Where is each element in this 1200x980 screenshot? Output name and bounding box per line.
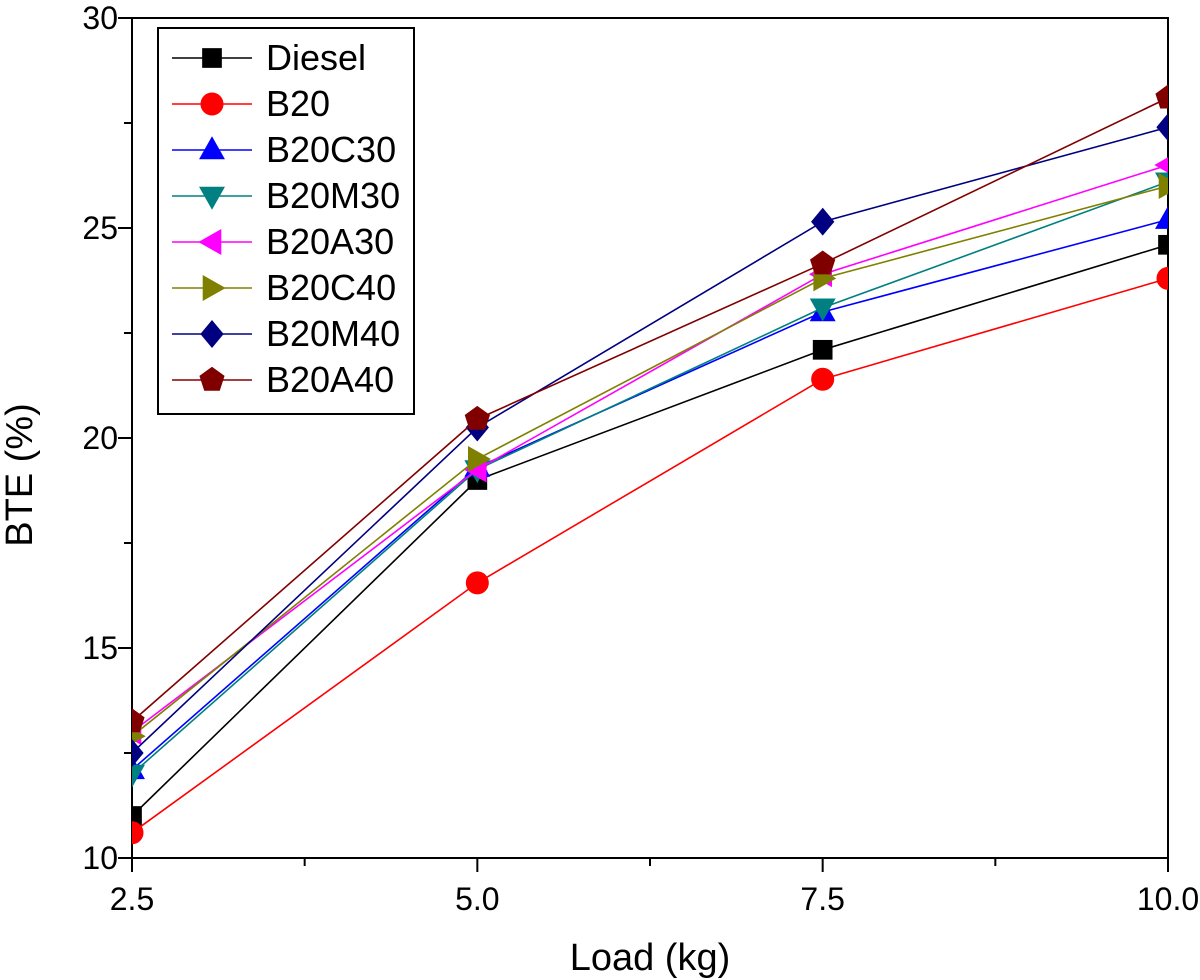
data-point bbox=[132, 739, 144, 767]
data-point bbox=[468, 446, 492, 472]
legend-label: B20M30 bbox=[266, 175, 400, 216]
legend-marker bbox=[199, 186, 225, 210]
legend-marker bbox=[202, 275, 226, 301]
data-point bbox=[812, 339, 833, 360]
legend-label: Diesel bbox=[266, 37, 366, 78]
legend-marker bbox=[202, 48, 222, 68]
data-point bbox=[811, 207, 835, 236]
series-b20 bbox=[132, 266, 1168, 845]
data-point bbox=[1154, 157, 1168, 173]
y-tick-label: 15 bbox=[82, 630, 118, 666]
series-layer bbox=[132, 84, 1168, 845]
y-tick-label: 10 bbox=[82, 840, 118, 876]
data-point bbox=[1158, 234, 1168, 255]
data-point bbox=[809, 298, 836, 322]
legend-label: B20C40 bbox=[266, 267, 396, 308]
data-point bbox=[132, 821, 144, 845]
y-tick-label: 20 bbox=[82, 420, 118, 456]
legend-box bbox=[157, 27, 415, 415]
data-point bbox=[1158, 173, 1168, 199]
y-tick-label: 30 bbox=[82, 0, 118, 36]
data-point bbox=[132, 708, 145, 733]
x-tick-label: 7.5 bbox=[800, 881, 844, 917]
x-tick-label: 2.5 bbox=[110, 881, 154, 917]
legend-marker bbox=[199, 136, 225, 160]
data-point bbox=[810, 250, 836, 275]
series-line bbox=[132, 218, 1168, 771]
legend-label: B20M40 bbox=[266, 313, 400, 354]
y-axis-title: BTE (%) bbox=[0, 403, 41, 547]
data-point bbox=[1155, 205, 1168, 229]
y-tick-label: 25 bbox=[82, 210, 118, 246]
legend-label: B20A40 bbox=[266, 359, 394, 400]
data-point bbox=[464, 405, 490, 430]
x-tick-label: 5.0 bbox=[455, 881, 499, 917]
legend-label: B20A30 bbox=[266, 221, 394, 262]
series-b20c40 bbox=[132, 173, 1168, 744]
x-axis-title: Load (kg) bbox=[570, 937, 731, 979]
legend-marker bbox=[200, 320, 224, 348]
data-point bbox=[811, 367, 835, 391]
legend-marker bbox=[199, 366, 225, 391]
data-point bbox=[465, 571, 489, 595]
axes: 2.5 5.0 7.5 10.0 10 15 20 25 30 bbox=[82, 0, 1199, 917]
series-line bbox=[132, 181, 1168, 775]
legend-label: B20 bbox=[266, 83, 330, 124]
series-line bbox=[132, 164, 1168, 733]
legend-marker bbox=[198, 229, 222, 255]
series-line bbox=[132, 185, 1168, 737]
series-b20a40 bbox=[132, 84, 1168, 733]
series-line bbox=[132, 277, 1168, 834]
series-line bbox=[132, 244, 1168, 817]
series-line bbox=[132, 126, 1168, 754]
data-point bbox=[1156, 113, 1168, 142]
legend-label: B20C30 bbox=[266, 129, 396, 170]
series-line bbox=[132, 97, 1168, 723]
data-point bbox=[1155, 84, 1168, 109]
legend-marker bbox=[200, 92, 224, 116]
legend: Diesel B20 B20C30 B20M30 B20A30 B20C40 B20M40 B… bbox=[157, 27, 415, 415]
x-tick-label: 10.0 bbox=[1137, 881, 1199, 917]
data-point bbox=[1156, 266, 1168, 290]
